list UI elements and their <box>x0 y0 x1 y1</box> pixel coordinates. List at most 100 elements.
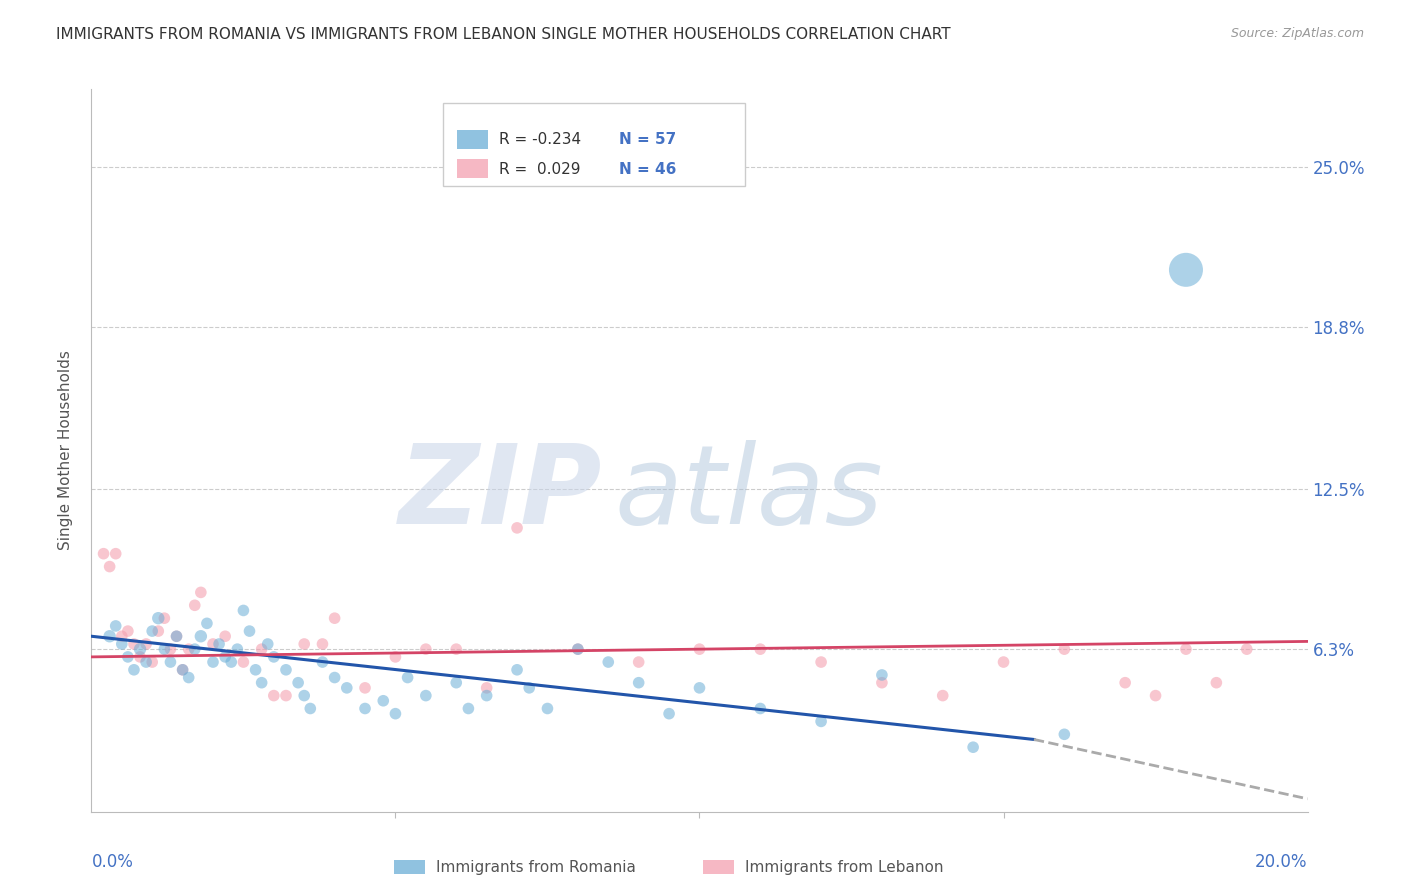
Point <box>117 624 139 639</box>
Point <box>1053 642 1076 657</box>
Text: N = 46: N = 46 <box>619 161 676 177</box>
Point <box>111 637 134 651</box>
Point <box>214 629 236 643</box>
Point <box>354 681 377 695</box>
Point <box>506 663 529 677</box>
Text: R = -0.234: R = -0.234 <box>499 132 581 147</box>
Text: Source: ZipAtlas.com: Source: ZipAtlas.com <box>1230 27 1364 40</box>
Point <box>931 689 953 703</box>
Point <box>1053 727 1076 741</box>
Point <box>135 655 157 669</box>
Point <box>177 671 200 685</box>
Text: IMMIGRANTS FROM ROMANIA VS IMMIGRANTS FROM LEBANON SINGLE MOTHER HOUSEHOLDS CORR: IMMIGRANTS FROM ROMANIA VS IMMIGRANTS FR… <box>56 27 950 42</box>
Point <box>274 663 297 677</box>
Point <box>98 629 121 643</box>
Point <box>336 681 359 695</box>
Point <box>214 649 236 664</box>
Point <box>354 701 377 715</box>
Point <box>517 681 540 695</box>
Point <box>166 629 188 643</box>
Point <box>415 689 437 703</box>
Point <box>384 649 406 664</box>
Point <box>292 689 315 703</box>
Point <box>993 655 1015 669</box>
Point <box>292 637 315 651</box>
Point <box>93 547 115 561</box>
Point <box>688 642 710 657</box>
Point <box>444 675 467 690</box>
Point <box>153 611 176 625</box>
Point <box>148 611 170 625</box>
Point <box>232 603 254 617</box>
Point <box>287 675 309 690</box>
Point <box>415 642 437 657</box>
Point <box>129 649 152 664</box>
Point <box>311 655 333 669</box>
Point <box>1114 675 1136 690</box>
Point <box>627 655 650 669</box>
Point <box>263 689 285 703</box>
Point <box>1144 689 1167 703</box>
Point <box>148 624 170 639</box>
Point <box>323 611 346 625</box>
Point <box>208 637 231 651</box>
Point <box>962 740 984 755</box>
Point <box>238 624 260 639</box>
Text: 0.0%: 0.0% <box>91 853 134 871</box>
Point <box>117 649 139 664</box>
Point <box>153 642 176 657</box>
Point <box>195 616 218 631</box>
Text: 20.0%: 20.0% <box>1256 853 1308 871</box>
Point <box>506 521 529 535</box>
Point <box>475 689 498 703</box>
Point <box>226 642 249 657</box>
Point <box>263 649 285 664</box>
Point <box>475 681 498 695</box>
Point <box>172 663 194 677</box>
Point <box>159 655 181 669</box>
Point <box>104 547 127 561</box>
Point <box>323 671 346 685</box>
Point <box>190 629 212 643</box>
Point <box>98 559 121 574</box>
Point <box>658 706 681 721</box>
Point <box>567 642 589 657</box>
Point <box>810 655 832 669</box>
Point <box>688 681 710 695</box>
Point <box>274 689 297 703</box>
Point <box>177 642 200 657</box>
Point <box>122 663 145 677</box>
Point <box>567 642 589 657</box>
Point <box>373 694 395 708</box>
Text: R =  0.029: R = 0.029 <box>499 161 581 177</box>
Point <box>104 619 127 633</box>
Point <box>749 701 772 715</box>
Point <box>184 599 207 613</box>
Point <box>444 642 467 657</box>
Point <box>135 637 157 651</box>
Point <box>232 655 254 669</box>
Point <box>245 663 267 677</box>
Point <box>172 663 194 677</box>
Point <box>1174 642 1197 657</box>
Point <box>219 655 242 669</box>
Point <box>810 714 832 729</box>
Point <box>250 642 273 657</box>
Point <box>749 642 772 657</box>
Point <box>129 642 152 657</box>
Point <box>166 629 188 643</box>
Point <box>250 675 273 690</box>
Text: ZIP: ZIP <box>399 441 602 548</box>
Point <box>111 629 134 643</box>
Point <box>1174 263 1197 277</box>
Point <box>311 637 333 651</box>
Point <box>299 701 322 715</box>
Point <box>141 624 163 639</box>
Text: Immigrants from Lebanon: Immigrants from Lebanon <box>745 860 943 874</box>
Point <box>202 637 225 651</box>
Point <box>256 637 278 651</box>
Text: N = 57: N = 57 <box>619 132 676 147</box>
Point <box>457 701 479 715</box>
Point <box>598 655 620 669</box>
Point <box>122 637 145 651</box>
